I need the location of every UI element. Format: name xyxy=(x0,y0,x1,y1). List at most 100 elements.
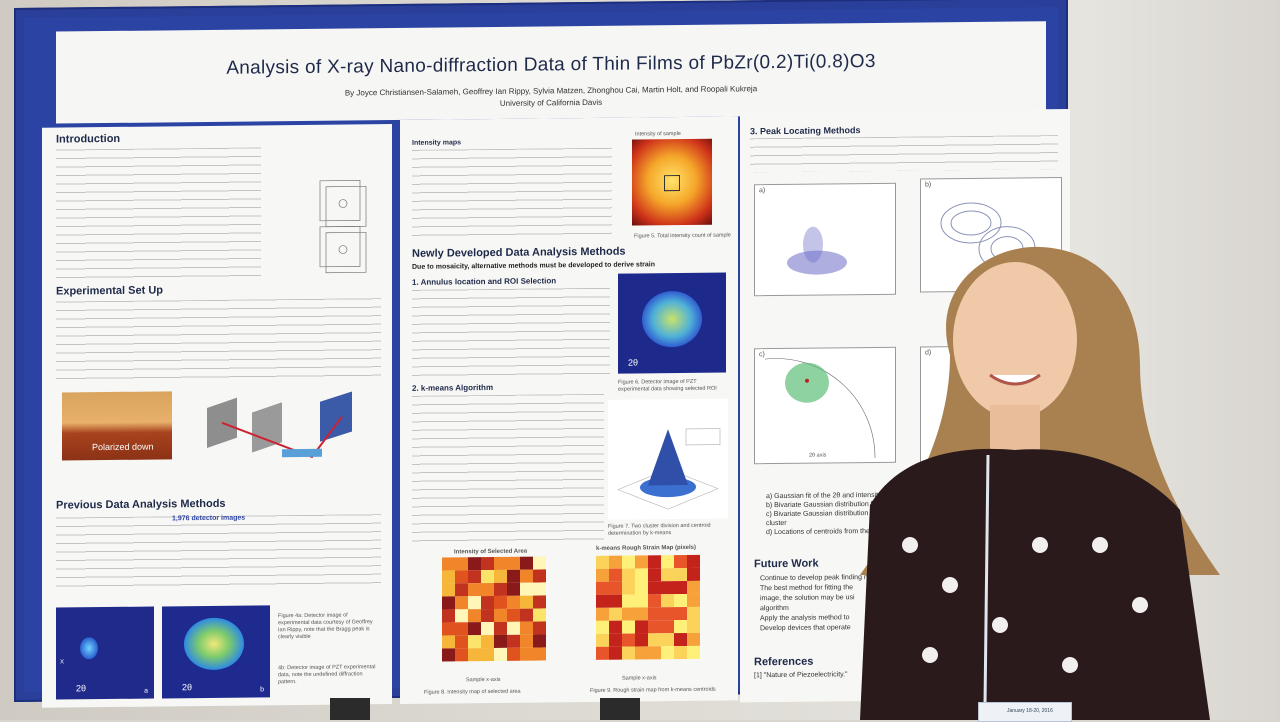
heatmap-cell xyxy=(507,556,520,570)
previous-highlight: 1,976 detector images xyxy=(172,514,246,523)
heatmap-cell xyxy=(609,633,622,647)
strain-xlabel: Sample x-axis xyxy=(622,675,657,682)
setup-schematic xyxy=(207,391,352,459)
kmeans-heading: 2. k-means Algorithm xyxy=(412,382,494,393)
heatmap-cell xyxy=(661,646,674,660)
plot-a: a) xyxy=(754,182,896,297)
label-a: a xyxy=(144,687,148,695)
heatmap-cell xyxy=(520,608,533,622)
heatmap-cell xyxy=(661,620,674,634)
heatmap-cell xyxy=(533,582,546,596)
heatmap-cell xyxy=(648,607,661,621)
easel-leg-right xyxy=(600,698,640,720)
heatmap-cell xyxy=(494,595,507,609)
heatmap-cell xyxy=(687,632,700,646)
polarized-down-label: Polarized down xyxy=(92,441,154,453)
heatmap-cell xyxy=(520,569,533,583)
heatmap-cell xyxy=(661,555,674,569)
fig4b-caption: 4b: Detector image of PZT experimental d… xyxy=(278,664,376,686)
heatmap-cell xyxy=(635,620,648,634)
heatmap-cell xyxy=(455,596,468,610)
heatmap-cell xyxy=(507,634,520,648)
heatmap-cell xyxy=(468,570,481,584)
heatmap-cell xyxy=(622,620,635,634)
heatmap-cell xyxy=(494,621,507,635)
easel-leg-left xyxy=(330,698,370,720)
poster-frame: Analysis of X-ray Nano-diffraction Data … xyxy=(24,7,1070,708)
perovskite-diagram xyxy=(319,180,367,274)
detector-image-b: 2θ b xyxy=(162,605,270,699)
heatmap-cell xyxy=(520,556,533,570)
heatmap-cell xyxy=(687,593,700,607)
heatmap-cell xyxy=(481,595,494,610)
new-methods-heading: Newly Developed Data Analysis Methods xyxy=(412,245,626,260)
heatmap-cell xyxy=(596,568,609,582)
references-heading: References xyxy=(754,655,814,669)
heatmap-cell xyxy=(507,569,520,583)
heatmap-cell xyxy=(494,647,507,661)
heatmap-cell xyxy=(533,608,546,622)
plot-b-label: b) xyxy=(925,181,932,189)
heatmap-cell xyxy=(648,620,661,634)
heatmap-cell xyxy=(674,554,687,569)
heatmap-cell xyxy=(442,622,455,636)
plot-c-xlabel: 2θ axis xyxy=(809,452,827,459)
axis-2theta-a: 2θ xyxy=(76,683,87,694)
research-poster: Analysis of X-ray Nano-diffraction Data … xyxy=(14,0,1070,708)
heatmap-cell xyxy=(520,582,533,596)
heatmap-cell xyxy=(494,582,507,596)
heatmap-cell xyxy=(481,634,494,649)
intensity-sample-title: Intensity of sample xyxy=(635,131,681,138)
heatmap-cell xyxy=(481,621,494,636)
heatmap-cell xyxy=(609,555,622,569)
heatmap-cell xyxy=(674,632,687,647)
heatmap-cell xyxy=(661,581,674,595)
heatmap-cell xyxy=(622,607,635,621)
heatmap-cell xyxy=(455,622,468,636)
fig9-caption: Figure 9. Rough strain map from k-means … xyxy=(590,686,716,694)
heatmap-cell xyxy=(648,633,661,647)
heatmap-cell xyxy=(455,570,468,584)
title-band: Analysis of X-ray Nano-diffraction Data … xyxy=(56,21,1046,124)
heatmap-cell xyxy=(687,580,700,594)
heatmap-cell xyxy=(648,581,661,595)
heatmap-cell xyxy=(494,608,507,622)
heatmap-cell xyxy=(533,556,546,570)
heatmap-cell xyxy=(442,609,455,623)
heatmap-cell xyxy=(635,555,648,569)
plot-a-label: a) xyxy=(759,187,766,195)
peak-text xyxy=(750,135,1058,173)
heatmap-cell xyxy=(468,583,481,597)
heatmap-cell xyxy=(455,635,468,649)
heatmap-cell xyxy=(609,620,622,634)
total-intensity-caption: Figure 5. Total intensity count of sampl… xyxy=(634,232,731,240)
heatmap-cell xyxy=(481,556,494,571)
intensity-heatmap xyxy=(442,556,546,662)
annulus-heading: 1. Annulus location and ROI Selection xyxy=(412,276,557,287)
plot-c: c) 2θ axis xyxy=(754,346,896,465)
middle-column: Intensity maps Intensity of sample Figur… xyxy=(400,116,738,704)
heatmap-cell xyxy=(622,633,635,647)
plot-c-label: c) xyxy=(759,351,765,359)
heatmap-cell xyxy=(481,569,494,584)
piezoresponse-image: Polarized down xyxy=(62,391,172,461)
heatmap-cell xyxy=(533,647,546,661)
heatmap-cell xyxy=(674,645,687,660)
heatmap-cell xyxy=(507,582,520,596)
heatmap-cell xyxy=(687,606,700,620)
heatmap-cell xyxy=(468,635,481,649)
heatmap-cell xyxy=(455,583,468,597)
future-heading: Future Work xyxy=(754,557,819,571)
fig8-caption: Figure 8. Intensity map of selected area xyxy=(424,688,521,696)
cluster-3d-plot xyxy=(608,398,728,520)
heatmap-cell xyxy=(609,646,622,660)
new-methods-subheading: Due to mosaicity, alternative methods mu… xyxy=(412,261,655,271)
previous-heading: Previous Data Analysis Methods xyxy=(56,497,226,512)
heatmap-cell xyxy=(596,620,609,634)
heatmap-cell xyxy=(596,646,609,660)
heatmap-cell xyxy=(687,554,700,568)
heatmap-cell xyxy=(520,595,533,609)
heatmap-cell xyxy=(468,648,481,662)
heatmap-cell xyxy=(468,557,481,571)
heatmap-cell xyxy=(687,619,700,633)
